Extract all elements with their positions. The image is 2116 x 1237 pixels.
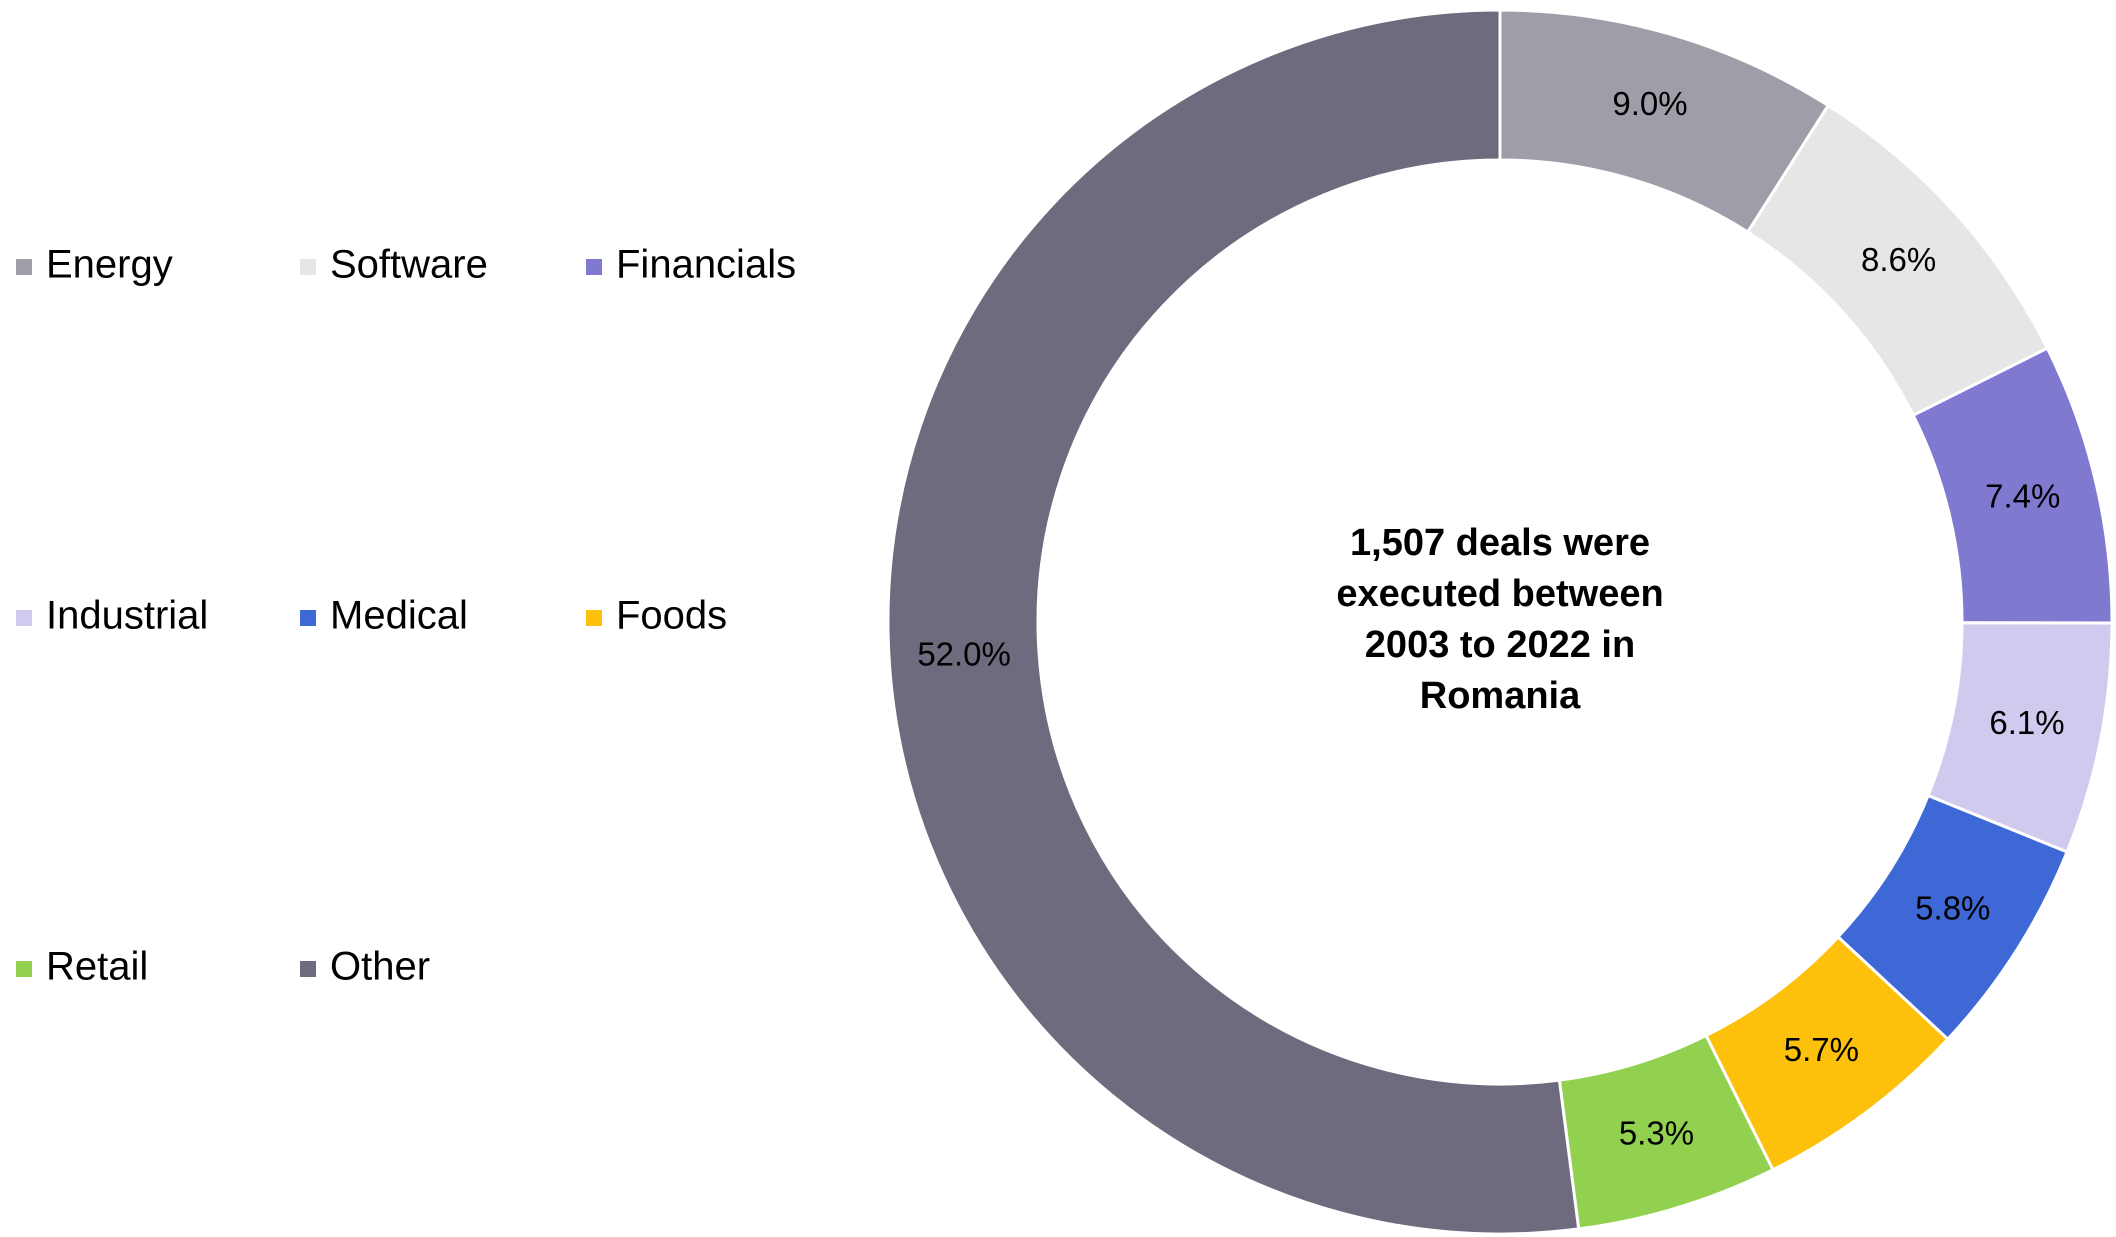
legend-swatch <box>300 610 316 626</box>
legend-swatch <box>300 961 316 977</box>
legend-label: Foods <box>616 594 727 638</box>
legend-label: Medical <box>330 594 468 638</box>
donut-slice <box>886 8 1581 1236</box>
data-label: 8.6% <box>1861 241 1936 278</box>
legend-label: Energy <box>46 243 173 287</box>
center-text: Romania <box>1420 675 1581 717</box>
legend-label: Software <box>330 243 488 287</box>
data-label: 9.0% <box>1612 85 1687 122</box>
legend-label: Retail <box>46 945 148 989</box>
center-text: 1,507 deals were <box>1350 522 1650 564</box>
center-text: executed between <box>1336 573 1663 615</box>
data-label: 5.8% <box>1915 889 1990 926</box>
data-label: 52.0% <box>917 635 1011 672</box>
legend-swatch <box>16 259 32 275</box>
data-label: 6.1% <box>1989 704 2064 741</box>
legend-label: Other <box>330 945 430 989</box>
legend-swatch <box>16 610 32 626</box>
legend-swatch <box>16 961 32 977</box>
legend-swatch <box>300 259 316 275</box>
legend-label: Financials <box>616 243 796 287</box>
legend-label: Industrial <box>46 594 208 638</box>
center-text: 2003 to 2022 in <box>1365 624 1635 666</box>
data-label: 5.3% <box>1619 1114 1694 1151</box>
legend-swatch <box>586 610 602 626</box>
data-label: 7.4% <box>1985 478 2060 515</box>
data-label: 5.7% <box>1784 1031 1859 1068</box>
legend-swatch <box>586 259 602 275</box>
